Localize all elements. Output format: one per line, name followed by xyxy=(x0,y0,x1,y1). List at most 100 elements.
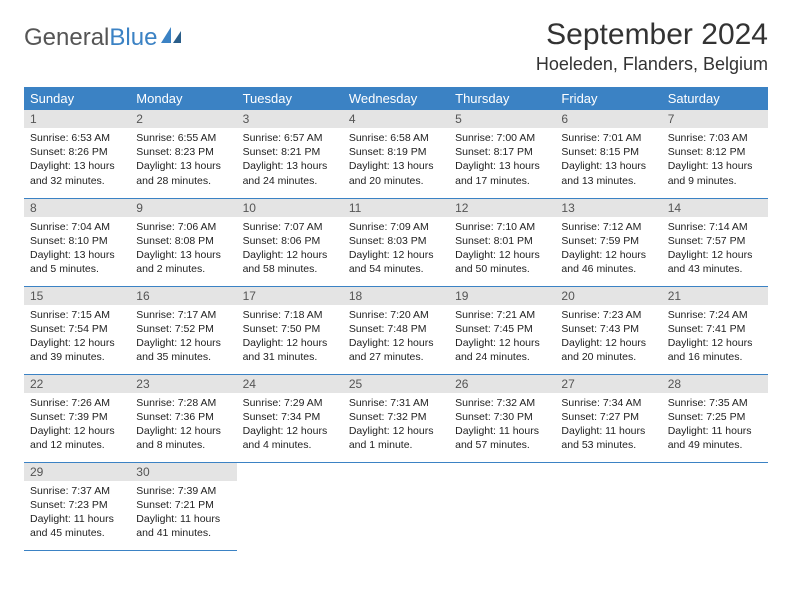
sunset-text: Sunset: 8:03 PM xyxy=(349,234,443,248)
day-number: 3 xyxy=(237,110,343,128)
sunrise-text: Sunrise: 7:24 AM xyxy=(668,308,762,322)
day-content: Sunrise: 7:35 AMSunset: 7:25 PMDaylight:… xyxy=(662,393,768,459)
calendar-week-row: 29Sunrise: 7:37 AMSunset: 7:23 PMDayligh… xyxy=(24,462,768,550)
day-number: 14 xyxy=(662,199,768,217)
calendar-day-cell: 27Sunrise: 7:34 AMSunset: 7:27 PMDayligh… xyxy=(555,374,661,462)
day-number: 2 xyxy=(130,110,236,128)
day-number: 9 xyxy=(130,199,236,217)
calendar-day-cell: 23Sunrise: 7:28 AMSunset: 7:36 PMDayligh… xyxy=(130,374,236,462)
sunrise-text: Sunrise: 7:28 AM xyxy=(136,396,230,410)
daylight-text: Daylight: 13 hours and 2 minutes. xyxy=(136,248,230,276)
day-number: 30 xyxy=(130,463,236,481)
day-number: 24 xyxy=(237,375,343,393)
sunset-text: Sunset: 7:25 PM xyxy=(668,410,762,424)
day-content: Sunrise: 7:26 AMSunset: 7:39 PMDaylight:… xyxy=(24,393,130,459)
sunset-text: Sunset: 7:43 PM xyxy=(561,322,655,336)
calendar-day-cell: 3Sunrise: 6:57 AMSunset: 8:21 PMDaylight… xyxy=(237,110,343,198)
sunset-text: Sunset: 8:26 PM xyxy=(30,145,124,159)
daylight-text: Daylight: 12 hours and 43 minutes. xyxy=(668,248,762,276)
calendar-day-cell: 18Sunrise: 7:20 AMSunset: 7:48 PMDayligh… xyxy=(343,286,449,374)
day-number: 6 xyxy=(555,110,661,128)
calendar-day-cell xyxy=(343,462,449,550)
day-content: Sunrise: 7:04 AMSunset: 8:10 PMDaylight:… xyxy=(24,217,130,283)
sunrise-text: Sunrise: 7:12 AM xyxy=(561,220,655,234)
weekday-header: Friday xyxy=(555,87,661,110)
day-number: 19 xyxy=(449,287,555,305)
day-content: Sunrise: 7:15 AMSunset: 7:54 PMDaylight:… xyxy=(24,305,130,371)
calendar-day-cell: 15Sunrise: 7:15 AMSunset: 7:54 PMDayligh… xyxy=(24,286,130,374)
sunrise-text: Sunrise: 7:10 AM xyxy=(455,220,549,234)
day-content: Sunrise: 7:06 AMSunset: 8:08 PMDaylight:… xyxy=(130,217,236,283)
day-number: 17 xyxy=(237,287,343,305)
sunset-text: Sunset: 7:34 PM xyxy=(243,410,337,424)
day-number: 26 xyxy=(449,375,555,393)
calendar-day-cell: 10Sunrise: 7:07 AMSunset: 8:06 PMDayligh… xyxy=(237,198,343,286)
sunrise-text: Sunrise: 7:06 AM xyxy=(136,220,230,234)
calendar-day-cell: 22Sunrise: 7:26 AMSunset: 7:39 PMDayligh… xyxy=(24,374,130,462)
daylight-text: Daylight: 11 hours and 49 minutes. xyxy=(668,424,762,452)
day-content: Sunrise: 7:00 AMSunset: 8:17 PMDaylight:… xyxy=(449,128,555,194)
day-content: Sunrise: 6:58 AMSunset: 8:19 PMDaylight:… xyxy=(343,128,449,194)
daylight-text: Daylight: 12 hours and 39 minutes. xyxy=(30,336,124,364)
sunset-text: Sunset: 7:21 PM xyxy=(136,498,230,512)
calendar-day-cell xyxy=(449,462,555,550)
calendar-day-cell: 30Sunrise: 7:39 AMSunset: 7:21 PMDayligh… xyxy=(130,462,236,550)
daylight-text: Daylight: 12 hours and 24 minutes. xyxy=(455,336,549,364)
day-number: 21 xyxy=(662,287,768,305)
sunset-text: Sunset: 8:06 PM xyxy=(243,234,337,248)
day-content: Sunrise: 7:31 AMSunset: 7:32 PMDaylight:… xyxy=(343,393,449,459)
calendar-day-cell: 19Sunrise: 7:21 AMSunset: 7:45 PMDayligh… xyxy=(449,286,555,374)
sunrise-text: Sunrise: 7:26 AM xyxy=(30,396,124,410)
location: Hoeleden, Flanders, Belgium xyxy=(536,54,768,75)
daylight-text: Daylight: 12 hours and 8 minutes. xyxy=(136,424,230,452)
calendar-day-cell xyxy=(555,462,661,550)
sunrise-text: Sunrise: 7:37 AM xyxy=(30,484,124,498)
calendar-day-cell xyxy=(662,462,768,550)
sunset-text: Sunset: 7:32 PM xyxy=(349,410,443,424)
day-number: 28 xyxy=(662,375,768,393)
calendar-day-cell: 14Sunrise: 7:14 AMSunset: 7:57 PMDayligh… xyxy=(662,198,768,286)
daylight-text: Daylight: 13 hours and 13 minutes. xyxy=(561,159,655,187)
sunset-text: Sunset: 7:57 PM xyxy=(668,234,762,248)
daylight-text: Daylight: 13 hours and 5 minutes. xyxy=(30,248,124,276)
daylight-text: Daylight: 12 hours and 46 minutes. xyxy=(561,248,655,276)
day-content: Sunrise: 7:29 AMSunset: 7:34 PMDaylight:… xyxy=(237,393,343,459)
sunrise-text: Sunrise: 7:03 AM xyxy=(668,131,762,145)
calendar-day-cell: 29Sunrise: 7:37 AMSunset: 7:23 PMDayligh… xyxy=(24,462,130,550)
sunrise-text: Sunrise: 7:32 AM xyxy=(455,396,549,410)
day-content: Sunrise: 6:53 AMSunset: 8:26 PMDaylight:… xyxy=(24,128,130,194)
daylight-text: Daylight: 12 hours and 12 minutes. xyxy=(30,424,124,452)
sunset-text: Sunset: 8:21 PM xyxy=(243,145,337,159)
day-content: Sunrise: 7:09 AMSunset: 8:03 PMDaylight:… xyxy=(343,217,449,283)
daylight-text: Daylight: 12 hours and 35 minutes. xyxy=(136,336,230,364)
weekday-header: Tuesday xyxy=(237,87,343,110)
calendar-week-row: 15Sunrise: 7:15 AMSunset: 7:54 PMDayligh… xyxy=(24,286,768,374)
calendar-day-cell: 1Sunrise: 6:53 AMSunset: 8:26 PMDaylight… xyxy=(24,110,130,198)
weekday-header: Saturday xyxy=(662,87,768,110)
calendar-day-cell: 5Sunrise: 7:00 AMSunset: 8:17 PMDaylight… xyxy=(449,110,555,198)
day-content: Sunrise: 7:01 AMSunset: 8:15 PMDaylight:… xyxy=(555,128,661,194)
calendar-day-cell: 7Sunrise: 7:03 AMSunset: 8:12 PMDaylight… xyxy=(662,110,768,198)
sunrise-text: Sunrise: 7:20 AM xyxy=(349,308,443,322)
sunrise-text: Sunrise: 6:55 AM xyxy=(136,131,230,145)
day-number: 27 xyxy=(555,375,661,393)
daylight-text: Daylight: 12 hours and 58 minutes. xyxy=(243,248,337,276)
calendar-week-row: 22Sunrise: 7:26 AMSunset: 7:39 PMDayligh… xyxy=(24,374,768,462)
sunrise-text: Sunrise: 7:18 AM xyxy=(243,308,337,322)
sunset-text: Sunset: 8:10 PM xyxy=(30,234,124,248)
day-number: 10 xyxy=(237,199,343,217)
daylight-text: Daylight: 13 hours and 32 minutes. xyxy=(30,159,124,187)
calendar-day-cell: 2Sunrise: 6:55 AMSunset: 8:23 PMDaylight… xyxy=(130,110,236,198)
weekday-header-row: Sunday Monday Tuesday Wednesday Thursday… xyxy=(24,87,768,110)
calendar-day-cell: 6Sunrise: 7:01 AMSunset: 8:15 PMDaylight… xyxy=(555,110,661,198)
calendar-day-cell: 28Sunrise: 7:35 AMSunset: 7:25 PMDayligh… xyxy=(662,374,768,462)
day-content: Sunrise: 7:39 AMSunset: 7:21 PMDaylight:… xyxy=(130,481,236,547)
day-content: Sunrise: 7:20 AMSunset: 7:48 PMDaylight:… xyxy=(343,305,449,371)
day-number: 29 xyxy=(24,463,130,481)
weekday-header: Thursday xyxy=(449,87,555,110)
daylight-text: Daylight: 11 hours and 45 minutes. xyxy=(30,512,124,540)
day-number: 13 xyxy=(555,199,661,217)
weekday-header: Monday xyxy=(130,87,236,110)
day-number: 16 xyxy=(130,287,236,305)
daylight-text: Daylight: 12 hours and 20 minutes. xyxy=(561,336,655,364)
